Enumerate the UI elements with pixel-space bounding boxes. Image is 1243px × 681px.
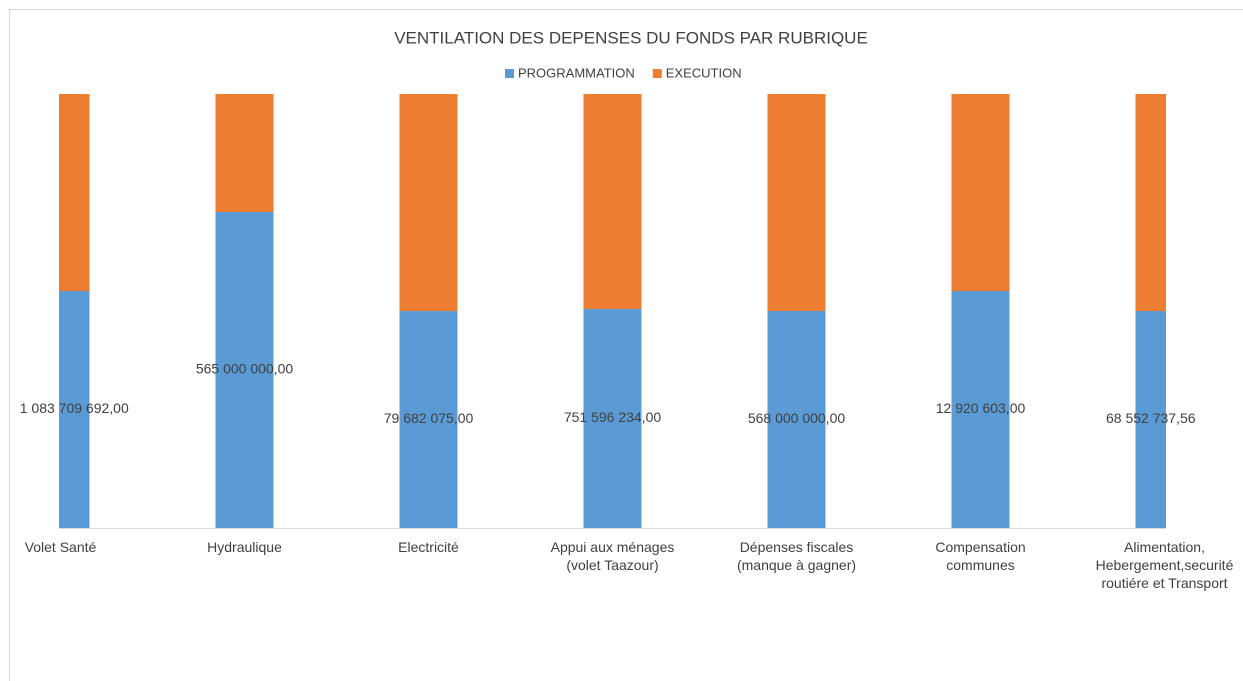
bar-segment (59, 94, 90, 291)
legend-label: EXECUTION (666, 65, 742, 80)
chart-title: VENTILATION DES DEPENSES DU FONDS PAR RU… (394, 28, 868, 47)
bar-segment (1135, 94, 1166, 311)
x-tick-label-line: (manque à gagner) (737, 557, 856, 573)
x-tick-label-line: Alimentation, (1124, 539, 1205, 555)
x-tick-label: Alimentation, Hebergement,securité routiér… (1096, 539, 1234, 591)
chart-frame (9, 9, 1243, 681)
x-tick-label-line: Volet Santé (25, 539, 97, 555)
bar-segment (767, 94, 826, 311)
legend-swatch (505, 69, 514, 78)
x-tick-label-line: (volet Taazour) (566, 557, 658, 573)
data-label: 79 682 075,00 (384, 410, 474, 426)
bar-segment (215, 212, 274, 528)
bar-segment (399, 311, 458, 528)
data-label: 565 000 000,00 (196, 361, 294, 377)
bar-segment (767, 311, 826, 528)
legend-label: PROGRAMMATION (518, 65, 635, 80)
bar-segment (583, 309, 642, 528)
x-tick-label-line: Hebergement,securité (1096, 557, 1234, 573)
bar-segment (951, 291, 1010, 528)
bar-segment (583, 94, 642, 310)
x-tick-label-line: Compensation (935, 539, 1025, 555)
x-tick-label-line: Electricité (398, 539, 459, 555)
data-label: 12 920 603,00 (936, 400, 1026, 416)
x-tick-label-line: routiére et Transport (1101, 575, 1227, 591)
x-tick-label-line: Hydraulique (207, 539, 282, 555)
bar-segment (215, 94, 274, 213)
x-tick-label-line: Appui aux ménages (551, 539, 675, 555)
bar-segment (1135, 310, 1166, 528)
data-label: 568 000 000,00 (748, 410, 846, 426)
legend-swatch (652, 69, 662, 78)
x-tick-label: Appui aux ménages (volet Taazour) (551, 539, 675, 573)
data-label: 1 083 709 692,00 (20, 400, 129, 416)
legend: PROGRAMMATION EXECUTION (505, 65, 742, 80)
x-tick-label-line: communes (946, 557, 1014, 573)
x-tick-label: Hydraulique (207, 539, 282, 555)
x-tick-label: Dépenses fiscales (manque à gagner) (737, 539, 856, 573)
bar-segment (951, 94, 1010, 292)
x-tick-label: Electricité (398, 539, 459, 555)
data-label: 68 552 737,56 (1106, 410, 1196, 426)
bar-segment (399, 94, 458, 312)
x-tick-label: Volet Santé (25, 539, 97, 555)
data-label: 751 596 234,00 (564, 409, 662, 425)
bar-segment (59, 290, 90, 528)
x-tick-label: Compensation communes (935, 539, 1025, 573)
x-tick-label-line: Dépenses fiscales (740, 539, 854, 555)
